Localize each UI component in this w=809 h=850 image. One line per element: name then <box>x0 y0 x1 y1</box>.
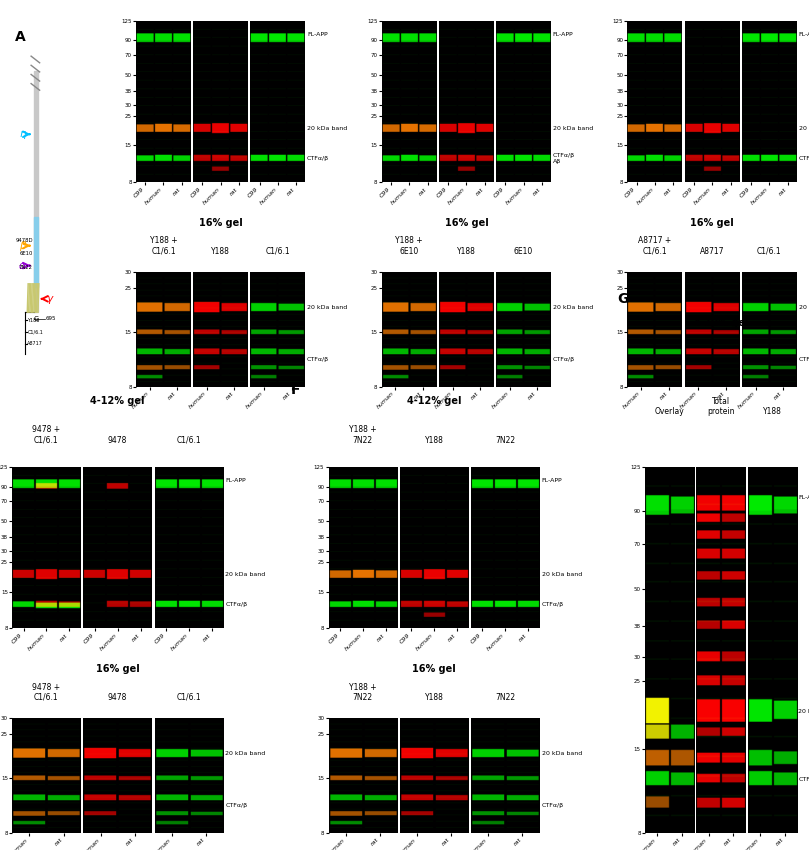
Text: 9478D: 9478D <box>15 238 33 243</box>
Text: 9478: 9478 <box>108 693 127 702</box>
Text: FL-APP: FL-APP <box>225 478 246 483</box>
Text: C1/6.1: C1/6.1 <box>28 330 43 335</box>
Text: FL-APP: FL-APP <box>542 478 562 483</box>
Text: FL-APP: FL-APP <box>553 31 574 37</box>
Text: C1/6.1: C1/6.1 <box>176 436 201 445</box>
Bar <box>34 218 38 287</box>
Text: 16% gel: 16% gel <box>412 665 456 674</box>
Text: CTFα/β: CTFα/β <box>225 602 248 607</box>
Text: 20 kDa band: 20 kDa band <box>553 126 593 131</box>
Text: β: β <box>19 241 26 251</box>
Text: C1/6.1: C1/6.1 <box>265 246 290 256</box>
Text: 9478 +
C1/6.1: 9478 + C1/6.1 <box>32 683 61 702</box>
Text: 20 kDa band: 20 kDa band <box>553 304 593 309</box>
Bar <box>34 71 38 312</box>
Text: CTFα/β: CTFα/β <box>307 357 329 362</box>
Text: CTFα/β: CTFα/β <box>307 156 329 161</box>
Text: 20 kDa band: 20 kDa band <box>225 572 265 577</box>
Text: Y188 +
7N22: Y188 + 7N22 <box>349 683 376 702</box>
Text: C: C <box>33 315 38 322</box>
Text: A8717 +
C1/6.1: A8717 + C1/6.1 <box>638 236 671 256</box>
Text: Y188 +
C1/6.1: Y188 + C1/6.1 <box>150 236 177 256</box>
Text: 4-12% gel: 4-12% gel <box>693 319 748 328</box>
Text: 16% gel: 16% gel <box>444 218 489 228</box>
Text: CTFα/β: CTFα/β <box>542 802 564 808</box>
Text: α: α <box>19 261 26 270</box>
Text: 6E10: 6E10 <box>19 252 33 257</box>
Text: CTFα/β: CTFα/β <box>225 802 248 808</box>
Text: Total
protein: Total protein <box>707 397 735 416</box>
Text: 695: 695 <box>46 316 57 321</box>
Text: FL-APP: FL-APP <box>307 31 328 37</box>
Text: A8717: A8717 <box>28 341 43 346</box>
Text: 9478: 9478 <box>108 436 127 445</box>
Text: Y188: Y188 <box>211 246 230 256</box>
Text: 7N22: 7N22 <box>19 264 33 269</box>
Text: 7N22: 7N22 <box>495 436 515 445</box>
Text: Y188: Y188 <box>425 436 443 445</box>
Text: Y188: Y188 <box>763 407 781 416</box>
Text: 16% gel: 16% gel <box>199 218 243 228</box>
Text: G: G <box>618 292 629 307</box>
Text: 7N22: 7N22 <box>495 693 515 702</box>
Text: Y188: Y188 <box>28 318 40 323</box>
Text: CTFα/β: CTFα/β <box>542 602 564 607</box>
Text: F: F <box>290 382 300 396</box>
Text: C1/6.1: C1/6.1 <box>757 246 781 256</box>
Text: 20 kDa band: 20 kDa band <box>798 126 809 131</box>
Text: CTFα/β
Aβ: CTFα/β Aβ <box>553 153 575 164</box>
Text: 9478 +
C1/6.1: 9478 + C1/6.1 <box>32 425 61 445</box>
Text: 20 kDa band: 20 kDa band <box>307 126 347 131</box>
Text: Y188: Y188 <box>425 693 443 702</box>
Text: 20 kDa band: 20 kDa band <box>798 709 809 714</box>
Text: Y188 +
7N22: Y188 + 7N22 <box>349 425 376 445</box>
Text: A8717: A8717 <box>700 246 724 256</box>
Text: η: η <box>19 129 26 139</box>
Text: CTFα/β: CTFα/β <box>798 357 809 362</box>
Text: FL-APP: FL-APP <box>798 31 809 37</box>
Text: Y188 +
6E10: Y188 + 6E10 <box>396 236 423 256</box>
Text: γ: γ <box>46 294 52 303</box>
Text: CTFα/β: CTFα/β <box>553 357 575 362</box>
Text: Overlay: Overlay <box>654 407 684 416</box>
Text: CTFα/β: CTFα/β <box>798 156 809 161</box>
Text: 16% gel: 16% gel <box>690 218 734 228</box>
Text: Y188: Y188 <box>457 246 476 256</box>
Text: 20 kDa band: 20 kDa band <box>542 572 582 577</box>
Text: 4-12% gel: 4-12% gel <box>407 396 461 406</box>
Text: CTFα/β: CTFα/β <box>798 777 809 781</box>
Text: C1/6.1: C1/6.1 <box>176 693 201 702</box>
Text: 16% gel: 16% gel <box>95 665 140 674</box>
Text: FL-APP: FL-APP <box>798 495 809 500</box>
Text: 6E10: 6E10 <box>514 246 533 256</box>
Text: A: A <box>15 30 25 43</box>
Text: 20 kDa band: 20 kDa band <box>798 304 809 309</box>
Text: 20 kDa band: 20 kDa band <box>225 751 265 756</box>
Text: 20 kDa band: 20 kDa band <box>542 751 582 756</box>
Text: 4-12% gel: 4-12% gel <box>91 396 145 406</box>
Text: 20 kDa band: 20 kDa band <box>307 304 347 309</box>
